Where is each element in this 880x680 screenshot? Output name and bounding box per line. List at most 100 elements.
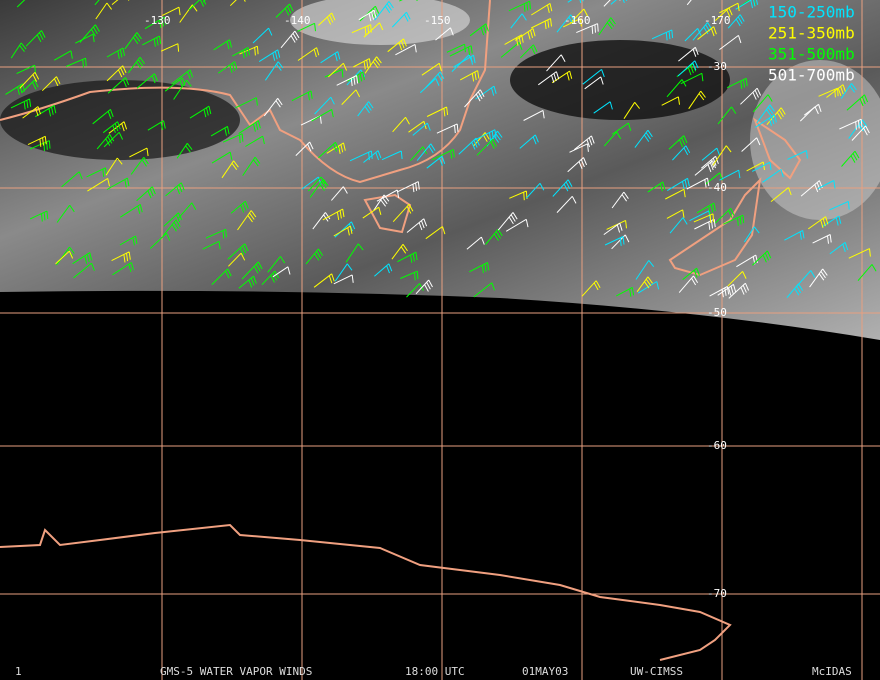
footer-time: 18:00 UTC [405, 665, 465, 678]
wind-barb [129, 147, 149, 158]
wind-barb [263, 97, 283, 117]
wind-barb [666, 209, 685, 219]
wind-barb [421, 62, 442, 76]
wind-barb [839, 118, 863, 130]
wind-barb [149, 232, 171, 249]
wind-barb [75, 33, 95, 44]
wind-barb [603, 131, 622, 147]
wind-barb [136, 73, 158, 89]
wind-barb [318, 12, 336, 26]
wind-barb [400, 270, 419, 281]
wind-barb [551, 70, 573, 84]
wind-barb [160, 43, 180, 52]
wind-barb [523, 109, 545, 121]
wind-barb [173, 79, 192, 100]
wind-barb [35, 104, 57, 118]
wind-barb [25, 30, 46, 47]
footer-product: GMS-5 WATER VAPOR WINDS [160, 665, 312, 678]
wind-barb [41, 76, 61, 92]
wind-barb [473, 282, 495, 298]
wind-barb [66, 57, 87, 68]
wind-barb [374, 1, 394, 21]
wind-barb [73, 262, 95, 279]
wind-barb [647, 181, 666, 193]
wind-barb [230, 200, 249, 214]
wind-barb [666, 79, 687, 98]
wind-barb [136, 186, 156, 202]
wind-barb [189, 105, 212, 119]
wind-barb [604, 236, 625, 246]
wind-barb [808, 216, 829, 230]
wind-barb [786, 283, 804, 299]
wind-barb [130, 157, 149, 175]
wind-barb [846, 94, 869, 111]
wind-barb [727, 271, 747, 287]
wind-barb [531, 2, 553, 16]
wind-barb [581, 280, 601, 297]
wind-barb [611, 122, 632, 135]
wind-barb [275, 3, 294, 18]
legend-entry: 501-700mb [768, 66, 855, 85]
wind-barb [500, 42, 523, 58]
wind-barb [95, 2, 113, 20]
footer-source: UW-CIMSS [630, 665, 683, 678]
wind-barb [280, 30, 300, 49]
wind-barb [396, 181, 420, 193]
wind-barb [406, 218, 428, 233]
wind-barb [373, 194, 390, 211]
wind-barb [686, 177, 710, 190]
wind-barb [519, 134, 539, 149]
wind-barb [103, 131, 124, 148]
wind-barb [469, 262, 490, 274]
latitude-label: -30 [707, 60, 727, 73]
wind-barb [715, 207, 735, 224]
wind-barb [235, 97, 258, 109]
wind-barb [755, 114, 777, 128]
wind-barb [54, 50, 73, 61]
wind-barb [680, 72, 704, 85]
wind-barb [412, 122, 431, 136]
wind-barb [210, 125, 230, 137]
wind-barb [352, 58, 372, 70]
wind-barb [227, 243, 249, 260]
wind-barb [800, 180, 823, 197]
wind-barb [147, 120, 166, 131]
wind-barb [415, 279, 433, 295]
wind-barb [213, 39, 232, 51]
wind-barb [171, 69, 194, 85]
wind-barb [333, 274, 354, 285]
wind-barb [741, 137, 761, 152]
wind-barb [102, 121, 121, 134]
wind-barb [458, 137, 480, 155]
wind-barb [665, 188, 686, 200]
wind-barb [692, 22, 713, 41]
wind-barb [10, 42, 27, 59]
wind-barb [809, 268, 828, 288]
wind-barb [124, 32, 142, 50]
wind-barb [395, 43, 417, 56]
wind-barb [27, 135, 47, 147]
wind-barb [237, 210, 257, 231]
wind-barb [177, 202, 197, 219]
wind-barb [466, 236, 485, 250]
wind-barb [29, 210, 49, 222]
legend-entry: 150-250mb [768, 3, 855, 22]
wind-barb [245, 135, 265, 147]
wind-barb [784, 229, 805, 241]
wind-barb [514, 28, 536, 41]
wind-barb [314, 96, 335, 115]
wind-barb [161, 6, 181, 17]
wind-barb [232, 46, 250, 59]
wind-barb [505, 218, 529, 232]
wind-barb [106, 177, 130, 190]
wind-barb [238, 275, 257, 289]
wind-barb [570, 8, 589, 24]
wind-barb [391, 244, 408, 260]
wind-barb [726, 77, 748, 89]
wind-barb [119, 235, 138, 246]
wind-barb [740, 87, 762, 105]
wind-barb [787, 150, 808, 160]
wind-barb [242, 156, 261, 176]
wind-barb [424, 71, 445, 89]
wind-barb [504, 34, 524, 46]
